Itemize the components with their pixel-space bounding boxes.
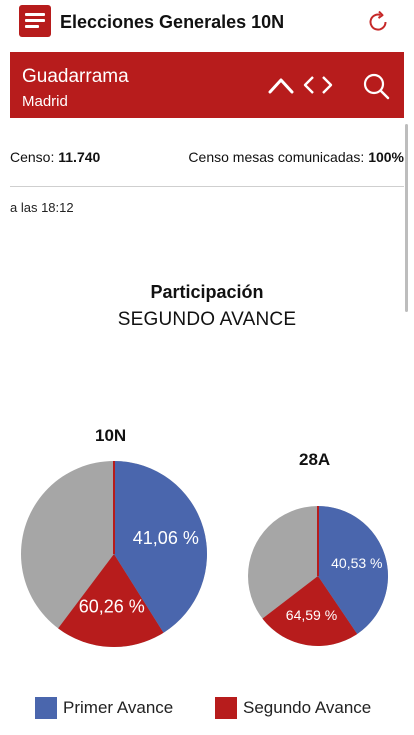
prev-next-arrows-icon[interactable]	[302, 74, 334, 96]
data-label-primer: 40,53 %	[331, 555, 382, 571]
pie-chart-10n: 41,06 % 60,26 %	[21, 461, 207, 647]
divider	[10, 186, 404, 187]
app-title: Elecciones Generales 10N	[60, 12, 285, 32]
chart-legend: Primer Avance Segundo Avance	[0, 697, 414, 721]
census-reported: Censo mesas comunicadas: 100%	[188, 149, 404, 165]
location-name: Guadarrama	[22, 66, 129, 87]
chart-title-28a: 28A	[299, 450, 331, 469]
pie-slice-segundo-avance	[262, 576, 358, 646]
section-title: Participación	[150, 282, 264, 302]
census-value: 11.740	[58, 149, 101, 165]
app-bar: Elecciones Generales 10N	[10, 0, 404, 52]
legend-swatch-segundo	[215, 697, 237, 719]
legend-swatch-primer	[35, 697, 57, 719]
refresh-icon[interactable]	[365, 9, 391, 35]
chevron-up-icon[interactable]	[268, 76, 294, 94]
census-reported-label: Censo mesas comunicadas:	[188, 149, 365, 165]
location-region: Madrid	[22, 93, 68, 110]
update-time: a las 18:12	[10, 200, 74, 215]
data-label-primer: 41,06 %	[133, 528, 199, 548]
pie-slice-primer-avance	[114, 461, 207, 633]
legend-item-primer: Primer Avance	[35, 697, 173, 719]
data-label-segundo: 64,59 %	[286, 607, 337, 623]
census-row: Censo: 11.740 Censo mesas comunicadas: 1…	[10, 149, 404, 169]
chart-title-10n: 10N	[95, 426, 127, 445]
pie-chart-28a: 40,53 % 64,59 %	[248, 506, 388, 646]
census-label: Censo:	[10, 149, 55, 165]
legend-item-segundo: Segundo Avance	[215, 697, 371, 719]
location-header: Guadarrama Madrid	[10, 52, 404, 118]
section-subtitle: SEGUNDO AVANCE	[117, 309, 297, 330]
hamburger-menu-icon[interactable]	[19, 5, 51, 37]
legend-label: Primer Avance	[63, 698, 174, 717]
census-reported-value: 100%	[368, 149, 404, 165]
pie-slice-primer-avance	[318, 506, 388, 634]
pie-slice-segundo-avance	[58, 554, 164, 647]
legend-label: Segundo Avance	[243, 698, 372, 717]
data-label-segundo: 60,26 %	[79, 597, 145, 617]
census-total: Censo: 11.740	[10, 149, 100, 165]
scrollbar[interactable]	[405, 124, 408, 312]
search-icon[interactable]	[362, 72, 390, 100]
